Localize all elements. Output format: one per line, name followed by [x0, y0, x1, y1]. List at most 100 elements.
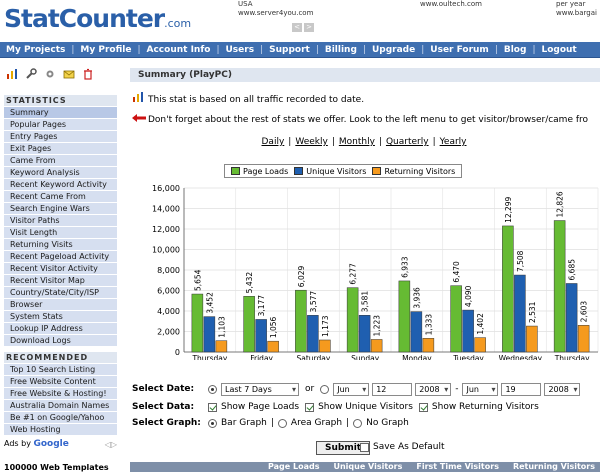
save-default-checkbox[interactable]	[360, 442, 369, 452]
bar-page-loads[interactable]	[191, 293, 204, 353]
page-loads-checkbox[interactable]	[208, 402, 217, 412]
nav-billing[interactable]: Billing	[324, 44, 357, 55]
bar-returning-visitors[interactable]	[370, 339, 383, 353]
statcounter-logo[interactable]: StatCounter.com	[4, 4, 191, 33]
bar-returning-visitors[interactable]	[526, 325, 538, 353]
bar-page-loads[interactable]	[295, 289, 307, 353]
no-graph-radio[interactable]	[353, 418, 363, 428]
bar-returning-visitors[interactable]	[319, 339, 331, 353]
ad-next-button[interactable]: >	[304, 23, 314, 32]
sidebar-item-lookup-ip-address[interactable]: Lookup IP Address	[4, 323, 117, 335]
bar-chart-icon[interactable]	[6, 68, 18, 80]
sidebar-item-recent-came-from[interactable]: Recent Came From	[4, 191, 117, 203]
nav-upgrade[interactable]: Upgrade	[371, 44, 416, 55]
sidebar-item-visitor-paths[interactable]: Visitor Paths	[4, 215, 117, 227]
bar-returning-visitors[interactable]	[215, 340, 228, 353]
bar-unique-visitors[interactable]	[358, 315, 371, 353]
area-graph-radio[interactable]	[277, 418, 287, 428]
nav-logout[interactable]: Logout	[541, 44, 577, 55]
date-range-radio[interactable]	[208, 384, 217, 394]
table-header-cell[interactable]: Unique Visitors	[333, 462, 403, 471]
bar-page-loads[interactable]	[398, 280, 411, 353]
nav-support[interactable]: Support	[269, 44, 310, 55]
sidebar-item-recent-visitor-map[interactable]: Recent Visitor Map	[4, 275, 117, 287]
bar-page-loads[interactable]	[346, 287, 359, 353]
sidebar-item-system-stats[interactable]: System Stats	[4, 311, 117, 323]
period-link-monthly[interactable]: Monthly	[338, 137, 375, 147]
bar-page-loads[interactable]	[243, 296, 255, 353]
period-link-yearly[interactable]: Yearly	[439, 137, 467, 147]
recommended-link[interactable]: Be #1 on Google/Yahoo	[4, 412, 117, 424]
from-month-select[interactable]: Jun	[333, 382, 370, 396]
ad-url[interactable]: www.bargai	[556, 9, 597, 17]
sidebar-item-download-logs[interactable]: Download Logs	[4, 335, 117, 347]
date-range-select[interactable]: Last 7 Days	[221, 382, 299, 396]
nav-account-info[interactable]: Account Info	[146, 44, 211, 55]
bar-unique-visitors[interactable]	[307, 315, 319, 353]
bar-returning-visitors[interactable]	[267, 340, 279, 353]
ad-block-2[interactable]: www.oultech.com	[420, 0, 482, 9]
ads-by-google[interactable]: Ads by Google ◁▷	[4, 438, 117, 450]
sidebar-item-country-state-city-isp[interactable]: Country/State/City/ISP	[4, 287, 117, 299]
sidebar-item-recent-pageload-activity[interactable]: Recent Pageload Activity	[4, 251, 117, 263]
sidebar-item-returning-visits[interactable]: Returning Visits	[4, 239, 117, 251]
sidebar-item-browser[interactable]: Browser	[4, 299, 117, 311]
bar-graph-radio[interactable]	[208, 418, 217, 428]
bar-returning-visitors[interactable]	[422, 338, 435, 353]
sidebar-item-entry-pages[interactable]: Entry Pages	[4, 131, 117, 143]
nav-my-projects[interactable]: My Projects	[6, 44, 66, 55]
wrench-icon[interactable]	[25, 68, 37, 80]
nav-blog[interactable]: Blog	[503, 44, 527, 55]
settings-icon[interactable]	[44, 68, 56, 80]
sidebar-item-exit-pages[interactable]: Exit Pages	[4, 143, 117, 155]
ad-block-1[interactable]: USA www.server4you.com	[238, 0, 313, 18]
bar-returning-visitors[interactable]	[577, 325, 590, 353]
period-link-weekly[interactable]: Weekly	[295, 137, 328, 147]
from-year-select[interactable]: 2008	[415, 382, 452, 396]
table-header-cell[interactable]: Page Loads	[268, 462, 320, 471]
custom-date-radio[interactable]	[320, 384, 330, 394]
nav-users[interactable]: Users	[225, 44, 255, 55]
sidebar-item-recent-keyword-activity[interactable]: Recent Keyword Activity	[4, 179, 117, 191]
bar-unique-visitors[interactable]	[462, 309, 474, 353]
bar-page-loads[interactable]	[502, 225, 514, 353]
bar-page-loads[interactable]	[553, 220, 566, 353]
sidebar-item-keyword-analysis[interactable]: Keyword Analysis	[4, 167, 117, 179]
to-day-input[interactable]: 19	[501, 382, 542, 396]
sidebar-item-summary[interactable]: Summary	[4, 107, 117, 119]
bar-returning-visitors[interactable]	[474, 337, 486, 353]
unique-visitors-checkbox[interactable]	[305, 402, 315, 412]
sidebar-item-visit-length[interactable]: Visit Length	[4, 227, 117, 239]
recommended-link[interactable]: Web Hosting	[4, 424, 117, 436]
nav-user-forum[interactable]: User Forum	[430, 44, 489, 55]
bar-unique-visitors[interactable]	[514, 274, 526, 353]
bar-unique-visitors[interactable]	[565, 283, 578, 353]
mail-icon[interactable]	[63, 68, 75, 80]
table-header-cell[interactable]: First Time Visitors	[416, 462, 499, 471]
ad-url[interactable]: www.oultech.com	[420, 0, 482, 8]
recommended-link[interactable]: Free Website & Hosting!	[4, 388, 117, 400]
bar-unique-visitors[interactable]	[203, 316, 216, 353]
bottom-ad-link[interactable]: 100000 Web Templates	[4, 463, 109, 472]
submit-button[interactable]: Submit	[316, 441, 371, 455]
to-month-select[interactable]: Jun	[462, 382, 499, 396]
recommended-link[interactable]: Australia Domain Names	[4, 400, 117, 412]
bar-unique-visitors[interactable]	[255, 319, 267, 353]
recommended-link[interactable]: Free Website Content	[4, 376, 117, 388]
sidebar-item-popular-pages[interactable]: Popular Pages	[4, 119, 117, 131]
trash-icon[interactable]	[82, 68, 94, 80]
period-link-quarterly[interactable]: Quarterly	[385, 137, 429, 147]
period-link-daily[interactable]: Daily	[261, 137, 285, 147]
sidebar-item-came-from[interactable]: Came From	[4, 155, 117, 167]
ad-url[interactable]: www.server4you.com	[238, 9, 314, 17]
bar-page-loads[interactable]	[450, 285, 462, 353]
recommended-link[interactable]: Top 10 Search Listing	[4, 364, 117, 376]
ad-prev-button[interactable]: <	[292, 23, 302, 32]
nav-my-profile[interactable]: My Profile	[80, 44, 132, 55]
sidebar-item-recent-visitor-activity[interactable]: Recent Visitor Activity	[4, 263, 117, 275]
from-day-input[interactable]: 12	[372, 382, 413, 396]
bar-unique-visitors[interactable]	[410, 311, 423, 353]
ad-block-3[interactable]: per year www.bargai	[556, 0, 597, 18]
ads-nav-arrows[interactable]: ◁▷	[104, 439, 117, 449]
to-year-select[interactable]: 2008	[544, 382, 581, 396]
